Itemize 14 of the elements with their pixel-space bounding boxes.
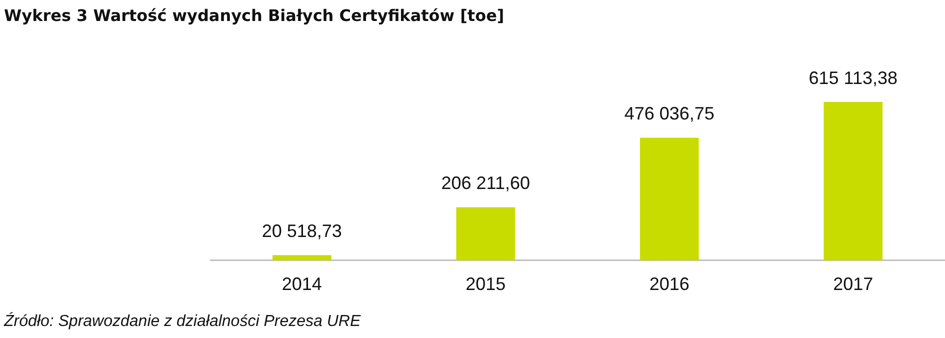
data-label: 615 113,38 bbox=[808, 68, 898, 88]
data-label: 206 211,60 bbox=[441, 173, 530, 194]
bar bbox=[824, 102, 883, 260]
x-tick-label: 2017 bbox=[833, 274, 874, 294]
x-tick-label: 2014 bbox=[282, 274, 322, 294]
chart-title: Wykres 3 Wartość wydanych Białych Certyfikatów [toe] bbox=[4, 6, 504, 25]
x-tick-label: 2016 bbox=[649, 274, 690, 294]
bar bbox=[272, 255, 332, 260]
data-label: 476 036,75 bbox=[624, 104, 714, 124]
bar bbox=[640, 138, 699, 260]
text: Źródło: Sprawozdanie z działalności Prezesa URE bbox=[4, 313, 361, 331]
bar bbox=[456, 207, 516, 260]
x-tick-label: 2015 bbox=[466, 274, 506, 294]
data-label: 20 518,73 bbox=[262, 221, 342, 242]
